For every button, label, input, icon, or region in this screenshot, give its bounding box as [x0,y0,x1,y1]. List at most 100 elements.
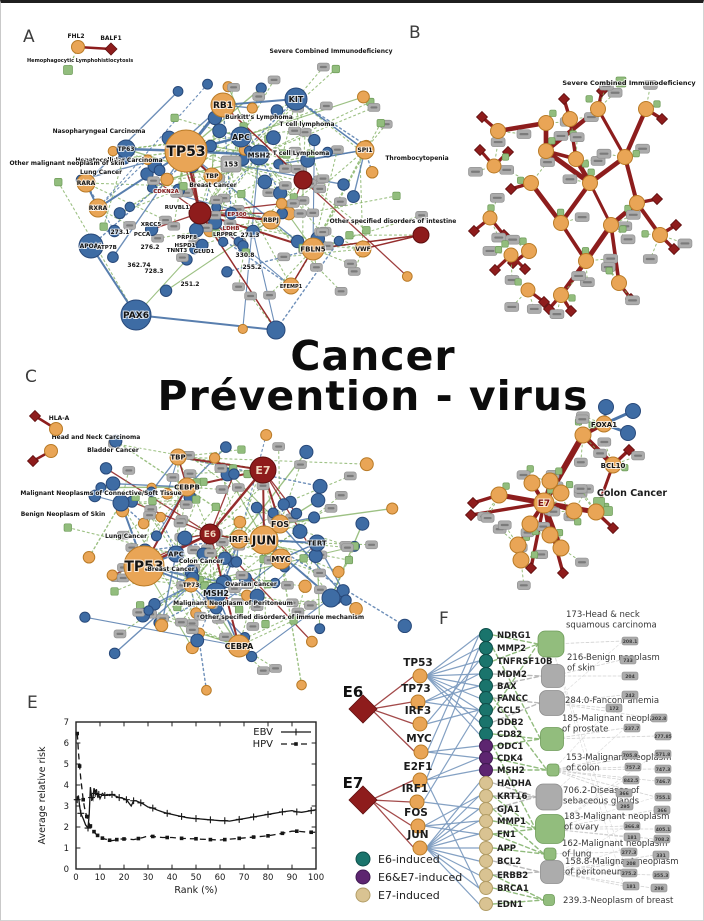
y-tick-label: 0 [64,865,69,875]
legend-marker [294,742,298,746]
label-smudge [483,516,492,520]
tf-label: IRF3 [405,705,431,717]
label-smudge [211,214,219,217]
label-smudge [470,170,480,173]
code-chip-label: 208.1 [623,639,638,645]
circle-node [153,164,166,177]
label-smudge [146,514,154,517]
diamond-node [104,42,118,56]
code-chip-node [653,834,671,844]
label-smudge [259,669,267,672]
network-edge [119,584,192,635]
circle-node [562,111,578,127]
hub-label: CEBPB [174,484,200,492]
network-edge [208,468,265,536]
hub-label: FOS [271,520,289,529]
network-edge [492,782,537,798]
hub-label: FBLN5 [300,246,325,254]
network-edge [551,854,655,873]
diamond-node [348,694,378,724]
network-edge [302,179,408,278]
circle-node [412,840,428,856]
circle-node [292,523,308,539]
code-chip-node [650,713,668,723]
green-disease-node [653,100,661,108]
label-smudge [634,454,643,457]
network-edge [492,871,542,876]
network-edge [492,887,545,901]
hub-label: MSH2 [203,589,229,598]
hub-label: RARA [77,180,96,187]
gene-label: GJA1 [497,805,520,815]
network-edge [174,117,242,138]
label-smudge [336,200,344,203]
label-smudge [288,601,296,604]
icd-code-label: 276.2 [141,244,160,251]
disease-label: Severe Combined Immunodeficiency [270,48,393,55]
tf-label: TP73 [401,683,430,695]
code-chip-label: 757.2 [626,765,641,771]
label-smudge [600,440,609,444]
labels-layer: TP53 JUN E7 E6 MYC IRF1 FOS CEBPB TBP CEBPA TP73MS… [19,433,365,652]
diamond-node [464,508,478,522]
disease-label: Colon Cancer [179,558,223,565]
circle-node [107,145,119,157]
legend-entry-hpv: HPV [253,739,274,750]
circle-node [620,425,636,441]
circle-node [310,492,326,508]
gene-label: DDB2 [497,718,524,728]
hub-label: E6 [204,530,216,540]
x-tick-label: 80 [263,873,274,883]
label-smudge [259,484,267,487]
network-edge [209,485,264,535]
circle-node [99,462,113,475]
circle-node [88,489,102,503]
disease-label: Malignant Neoplasm of Peritoneum [173,600,293,607]
network-edge [295,98,304,181]
network-edge [209,473,235,535]
circle-node [410,694,426,710]
circle-node [246,224,260,239]
diamond-node [564,304,578,318]
network-edge [551,735,657,740]
circle-node [308,511,321,524]
network-edge [492,833,545,855]
label-smudge [346,262,354,265]
green-disease-node [621,464,629,472]
diamond-node [504,182,518,196]
network-edge [268,248,314,296]
labels-layer: TP53 RB1 TBP RXRA RARA FBLN5 RBPJ SPI1 VWF EFEMP1… [8,47,457,322]
hub-label: TP73 [183,582,200,589]
hub-label: MSH2 [248,152,271,160]
circle-node [275,197,288,210]
hub-label: KIT [289,95,304,104]
green-disease-node [331,64,340,74]
label-smudge [217,467,225,470]
network-edge [275,240,340,331]
hub-label: 153 [224,161,239,169]
e7-label: E7 [343,774,364,792]
green-disease-node [605,267,613,275]
marker-square [122,837,126,841]
label-smudge [312,266,320,269]
circle-node [595,415,613,433]
circle-node [486,158,502,174]
circle-node [201,684,212,696]
circle-node [541,526,559,544]
network-edge [370,779,415,801]
green-disease-node [502,482,510,490]
legend-entry-ebv: EBV [253,727,273,738]
label-smudge [628,299,638,302]
gene-label: EP300 [227,212,246,218]
code-chip-label: 237.7 [625,726,640,732]
disease-label: 173-Head & neck squamous carcinoma [566,610,657,631]
label-smudge [343,546,351,549]
label-smudge [294,610,302,613]
code-chip-node [654,764,672,774]
network-edge [230,163,311,185]
disease-label: 185-Malignant neoplasm of prostate [562,714,667,735]
circle-node [479,679,493,693]
legend-label: E7-induced [378,889,440,902]
circle-node [183,577,199,593]
label-smudge [507,305,517,309]
